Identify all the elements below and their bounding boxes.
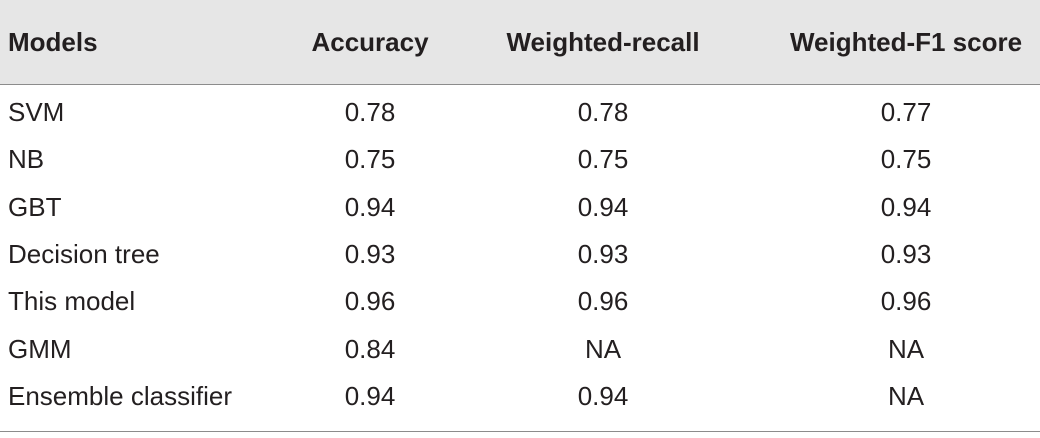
table-cell: 0.78 [577,97,629,127]
table-cell: NA [887,380,925,411]
row-label: Ensemble classifier [8,380,232,411]
row-label: This model [8,286,136,317]
table-cell: 0.78 [344,97,396,127]
table-cell: 0.93 [344,238,396,269]
table-cell: 0.75 [344,144,396,175]
row-label: Decision tree [8,238,160,269]
column-header: Weighted-recall [506,27,700,57]
table-cell: 0.94 [880,191,932,222]
row-label: GMM [8,333,72,364]
table-cell: 0.75 [880,144,932,175]
table-cell: 0.94 [577,380,629,411]
table-cell: 0.93 [577,238,629,269]
row-label: GBT [8,191,62,222]
bottom-rule [0,431,1040,432]
table-cell: 0.94 [577,191,629,222]
header-band [0,0,1040,85]
table-cell: 0.96 [344,286,396,317]
table-cell: 0.96 [880,286,932,317]
column-header: Weighted-F1 score [789,27,1023,57]
table-cell: NA [584,333,622,364]
table-cell: NA [887,333,925,364]
table-cell: 0.75 [577,144,629,175]
table-cell: 0.84 [344,333,396,364]
row-label: NB [8,144,45,175]
table-cell: 0.77 [880,97,932,127]
table-cell: 0.96 [577,286,629,317]
table-cell: 0.94 [344,380,396,411]
row-label: SVM [8,97,65,127]
table-cell: 0.94 [344,191,396,222]
column-header: Models [8,27,98,57]
table-cell: 0.93 [880,238,932,269]
column-header: Accuracy [311,27,429,57]
